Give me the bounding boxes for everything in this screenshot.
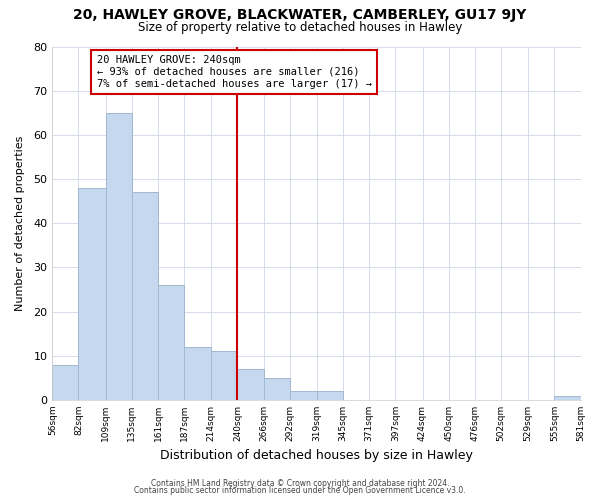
Bar xyxy=(79,188,106,400)
Bar xyxy=(106,113,132,400)
Bar xyxy=(211,352,238,400)
Bar xyxy=(317,391,343,400)
Text: Contains HM Land Registry data © Crown copyright and database right 2024.: Contains HM Land Registry data © Crown c… xyxy=(151,478,449,488)
Bar xyxy=(238,369,263,400)
Bar xyxy=(158,285,184,400)
Y-axis label: Number of detached properties: Number of detached properties xyxy=(15,136,25,311)
Bar xyxy=(290,391,317,400)
Text: 20, HAWLEY GROVE, BLACKWATER, CAMBERLEY, GU17 9JY: 20, HAWLEY GROVE, BLACKWATER, CAMBERLEY,… xyxy=(73,8,527,22)
Bar xyxy=(132,192,158,400)
Bar xyxy=(184,347,211,400)
X-axis label: Distribution of detached houses by size in Hawley: Distribution of detached houses by size … xyxy=(160,450,473,462)
Bar xyxy=(554,396,581,400)
Text: 20 HAWLEY GROVE: 240sqm
← 93% of detached houses are smaller (216)
7% of semi-de: 20 HAWLEY GROVE: 240sqm ← 93% of detache… xyxy=(97,56,371,88)
Bar xyxy=(52,364,79,400)
Text: Size of property relative to detached houses in Hawley: Size of property relative to detached ho… xyxy=(138,21,462,34)
Bar xyxy=(263,378,290,400)
Text: Contains public sector information licensed under the Open Government Licence v3: Contains public sector information licen… xyxy=(134,486,466,495)
